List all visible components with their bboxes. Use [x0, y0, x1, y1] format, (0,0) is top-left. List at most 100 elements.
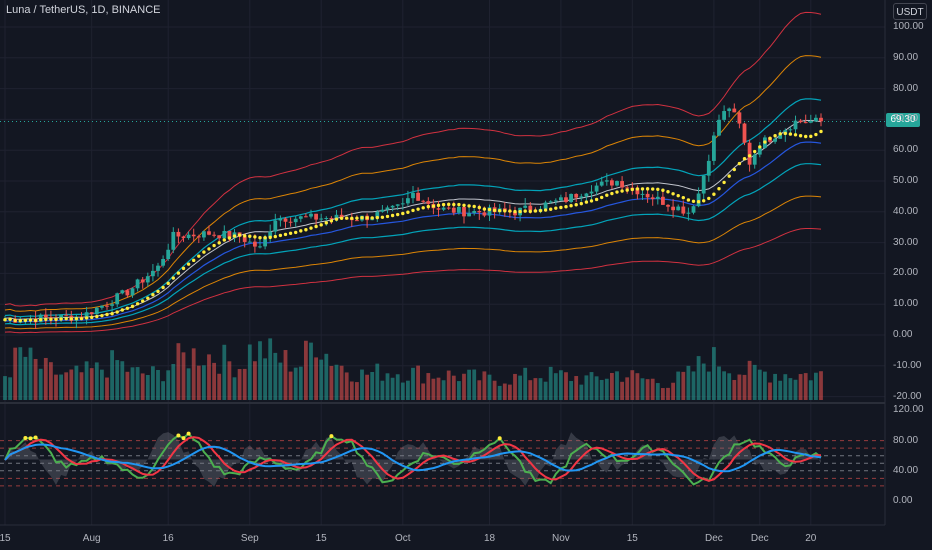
candle-body — [94, 307, 99, 315]
candle-body — [650, 197, 655, 200]
moving-average-dot — [447, 202, 451, 207]
volume-bar — [763, 371, 767, 400]
candle-body — [329, 217, 334, 219]
candle-body — [814, 117, 818, 122]
moving-average-dot — [625, 188, 629, 192]
volume-bar — [395, 374, 400, 400]
candle-body — [686, 212, 691, 214]
moving-average-dot — [105, 312, 109, 317]
candle-body — [635, 188, 640, 195]
volume-bar — [615, 371, 619, 400]
moving-average-dot — [370, 216, 374, 220]
moving-average-dot — [28, 318, 33, 322]
candle-body — [773, 138, 777, 142]
moving-average-dot — [421, 206, 425, 210]
candle-body — [161, 258, 165, 266]
moving-average-dot — [538, 208, 543, 213]
volume-bar — [640, 378, 645, 400]
candle-body — [268, 231, 273, 238]
volume-bar — [717, 366, 721, 400]
moving-average-dot — [737, 161, 742, 166]
candle-body — [319, 218, 324, 220]
moving-average-dot — [814, 132, 818, 137]
volume-bar — [406, 380, 410, 400]
moving-average-dot — [90, 315, 94, 320]
price-tick-label: 40.00 — [893, 205, 919, 217]
moving-average-dot — [314, 224, 318, 229]
volume-bar — [431, 378, 436, 400]
volume-bar — [732, 379, 737, 400]
volume-bar — [747, 360, 752, 400]
volume-bar — [125, 371, 130, 400]
candle-body — [217, 235, 222, 239]
oscillator-histogram — [5, 432, 821, 487]
currency-button[interactable]: USDT — [893, 3, 927, 20]
moving-average-dot — [253, 235, 257, 239]
moving-average-dot — [778, 132, 782, 136]
oscillator-slow-line — [4, 436, 822, 482]
volume-bar — [247, 344, 252, 400]
candle-body — [395, 204, 400, 206]
volume-bar — [288, 371, 293, 400]
volume-bar — [278, 362, 283, 400]
candle-body — [742, 123, 747, 143]
candle-body — [293, 218, 298, 223]
volume-bar — [722, 371, 726, 400]
volume-bar — [349, 381, 354, 400]
volume-bar — [502, 383, 507, 400]
volume-bar — [564, 372, 568, 400]
candle-body — [324, 217, 329, 219]
candle-body — [196, 236, 201, 238]
moving-average-dot — [258, 235, 262, 240]
volume-bar — [390, 377, 395, 400]
moving-average-dot — [717, 187, 721, 191]
moving-average-dot — [615, 190, 619, 194]
candle-body — [615, 181, 619, 186]
moving-average-dot — [533, 209, 538, 213]
candle-body — [559, 197, 563, 201]
volume-bar — [115, 360, 120, 400]
moving-average-dot — [610, 191, 614, 196]
envelope-band-line — [4, 163, 822, 326]
volume-bar — [559, 370, 563, 400]
moving-average-dot — [579, 201, 583, 206]
volume-bar — [334, 364, 339, 400]
volume-bar — [242, 368, 247, 400]
volume-bar — [212, 362, 216, 400]
candle-body — [125, 290, 130, 296]
volume-bar — [161, 381, 165, 400]
moving-average-dot — [594, 197, 599, 202]
moving-average-dot — [630, 187, 634, 192]
candle-body — [655, 196, 660, 200]
candle-body — [84, 312, 89, 319]
volume-bar — [436, 377, 441, 400]
moving-average-dot — [161, 285, 165, 290]
moving-average-dot — [8, 317, 12, 321]
envelope-band-line — [4, 120, 822, 320]
moving-average-dot — [176, 271, 181, 275]
moving-average-dot — [375, 215, 379, 220]
moving-average-dot — [217, 241, 221, 245]
moving-average-dot — [676, 193, 680, 198]
moving-average-dot — [385, 214, 390, 219]
volume-bar — [691, 371, 696, 400]
volume-bar — [176, 343, 181, 400]
time-tick-label: 15 — [0, 533, 11, 544]
volume-bar — [727, 373, 732, 400]
candle-body — [314, 213, 318, 220]
price-tick-label: 100.00 — [893, 21, 924, 32]
volume-bar — [655, 383, 660, 400]
volume-bar — [701, 363, 706, 400]
candle-body — [717, 119, 721, 136]
moving-average-dot — [600, 195, 604, 200]
candle-body — [89, 312, 94, 315]
volume-bar — [599, 379, 604, 400]
moving-average-dot — [355, 216, 359, 220]
candle-body — [661, 196, 665, 205]
moving-average-dot — [406, 210, 410, 214]
volume-bar — [441, 380, 446, 400]
moving-average-dot — [763, 140, 767, 144]
candle-body — [202, 231, 206, 238]
volume-bar — [589, 372, 594, 400]
